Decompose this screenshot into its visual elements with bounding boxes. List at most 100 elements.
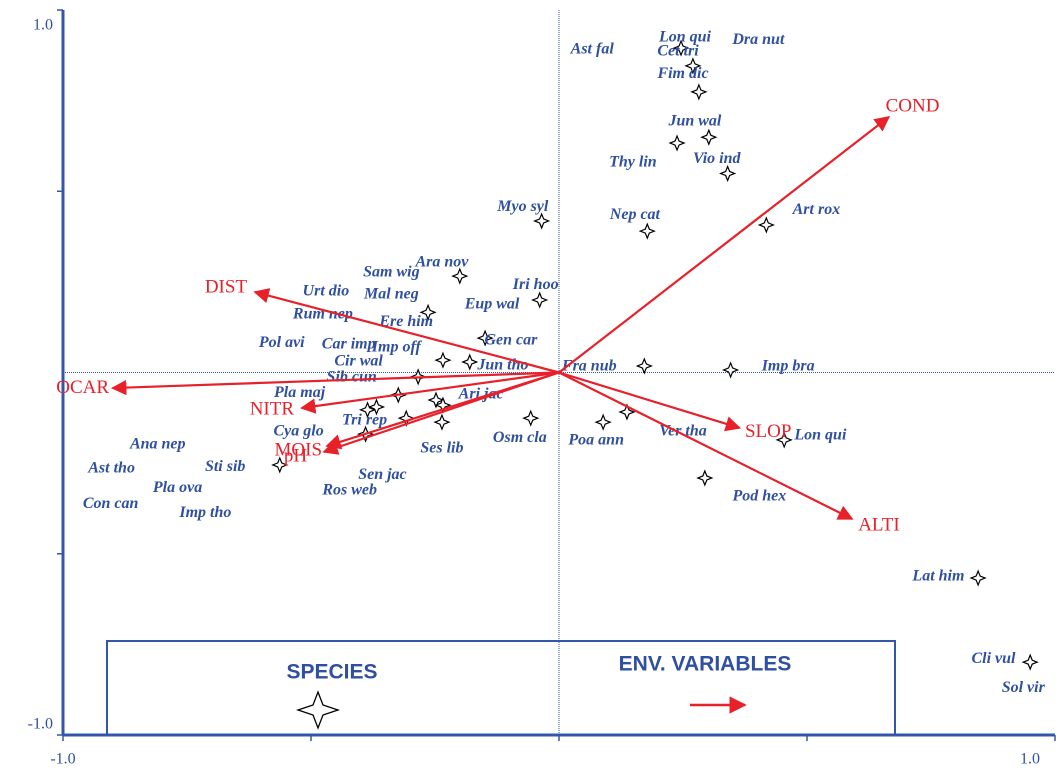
env-arrow (322, 371, 560, 455)
species-point (635, 357, 653, 375)
env-arrow (111, 371, 560, 396)
env-label: COND (886, 95, 940, 116)
env-arrow (253, 288, 560, 374)
species-label: Ses lib (420, 440, 463, 457)
species-point (531, 291, 549, 309)
env-arrow (558, 371, 742, 432)
species-point (451, 267, 469, 285)
species-label: Cli vul (971, 650, 1016, 667)
species-label: Pod hex (731, 488, 786, 505)
species-label: Imp tho (178, 504, 231, 521)
species-point (522, 409, 540, 427)
y-tick-label: -1.0 (28, 716, 53, 733)
species-label: Ari jac (458, 386, 504, 403)
x-tick-label: -1.0 (50, 751, 75, 768)
species-label: Dra nut (731, 31, 785, 48)
species-label: Con can (83, 495, 139, 512)
species-point (722, 361, 740, 379)
species-label: Vio ind (693, 150, 742, 167)
species-point (1021, 653, 1039, 671)
species-point (419, 303, 437, 321)
species-point (618, 403, 636, 421)
species-point (696, 469, 714, 487)
species-point (969, 569, 987, 587)
legend-env: ENV. VARIABLES (619, 653, 792, 676)
species-label: Imp bra (761, 358, 815, 375)
species-label: Gen car (484, 332, 538, 349)
species-point (757, 216, 775, 234)
species-point (358, 401, 377, 419)
species-point (476, 329, 494, 347)
species-label: Lon qui (793, 427, 847, 444)
species-point (672, 39, 690, 57)
species-point (533, 212, 551, 230)
species-point (684, 57, 702, 75)
species-point (638, 222, 656, 240)
species-label: Cir wal (334, 353, 383, 370)
legend-species: SPECIES (286, 661, 377, 684)
species-label: Lon qui (658, 29, 712, 46)
species-point (271, 456, 289, 474)
species-label: Eup wal (464, 296, 520, 313)
species-label: Sen jac (358, 466, 406, 483)
species-label: Mal neg (363, 286, 419, 303)
species-label: Art rox (792, 201, 841, 218)
species-label: Ast fal (570, 41, 615, 58)
species-point (775, 431, 793, 449)
species-label: Ros web (321, 482, 377, 499)
species-label: Tri rep (342, 412, 387, 429)
species-point (700, 128, 718, 146)
species-label: Sol vir (1002, 679, 1046, 696)
env-label: pH (284, 445, 308, 466)
species-label: Pla maj (273, 384, 326, 401)
y-tick-label: 1.0 (33, 17, 53, 34)
species-label: Pol avi (258, 334, 305, 351)
species-label: Cet tri (657, 43, 699, 60)
species-label: Imp off (371, 339, 423, 356)
env-arrow (558, 371, 854, 520)
species-point (434, 351, 452, 369)
species-label: Ana nep (129, 436, 186, 453)
env-arrow (300, 371, 560, 414)
species-point (719, 164, 737, 183)
species-label: Fim dic (656, 65, 708, 82)
env-arrow (558, 115, 891, 374)
species-label: Osm cla (493, 429, 547, 446)
species-point (690, 83, 708, 101)
env-label: DIST (205, 276, 248, 297)
species-label: Car imp (322, 336, 376, 353)
species-label: Rum nep (292, 306, 353, 323)
species-label: Ast tho (87, 460, 135, 477)
species-label: Urt dio (303, 283, 350, 300)
species-label: Ara nov (414, 254, 469, 271)
species-label: Pla ova (152, 479, 202, 496)
species-label: Jun wal (667, 112, 721, 129)
species-label: Nep cat (609, 206, 661, 223)
species-label: Lat him (911, 568, 964, 585)
x-tick-label: 1.0 (1020, 751, 1040, 768)
env-label: NITR (250, 399, 295, 420)
species-label: Jun tho (476, 357, 528, 374)
species-label: Thy lin (609, 153, 657, 170)
species-point (461, 353, 479, 371)
legend-star (295, 690, 341, 730)
species-point (367, 398, 386, 416)
species-label: Ere him (378, 313, 433, 330)
env-label: SLOP (745, 421, 791, 442)
species-label: Cya glo (273, 423, 323, 440)
env-label: OCAR (56, 377, 109, 398)
env-label: ALTI (858, 514, 900, 535)
species-point (433, 413, 451, 431)
species-label: Sti sib (205, 458, 245, 475)
species-label: Ver tha (659, 423, 707, 440)
species-point (594, 413, 612, 431)
species-label: Fra nub (561, 358, 617, 375)
species-label: Iri hoo (512, 276, 559, 293)
species-label: Myo syl (496, 198, 549, 215)
env-label: MOIS (275, 439, 323, 460)
species-point (668, 134, 686, 152)
species-label: Sam wig (363, 263, 419, 280)
species-label: Sib cun (327, 369, 377, 386)
species-label: Poa ann (567, 432, 624, 449)
